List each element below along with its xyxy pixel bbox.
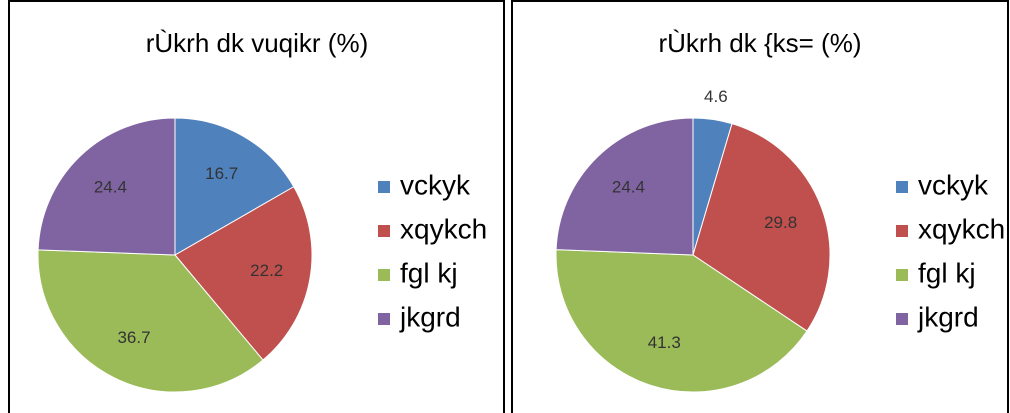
pie-slice [174, 186, 313, 361]
legend-label: fgl kj [918, 257, 976, 288]
pie-slice [174, 117, 295, 256]
legend-swatch [896, 225, 908, 237]
data-label: 36.7 [117, 328, 150, 347]
data-label: 22.2 [250, 261, 283, 280]
panel-border [8, 0, 505, 413]
pie-slice [692, 123, 831, 332]
data-label: 4.6 [704, 87, 728, 106]
legend-label: xqykch [918, 213, 1005, 244]
legend-swatch [896, 269, 908, 281]
data-label: 24.4 [94, 177, 127, 196]
pie-slice [555, 117, 694, 256]
legend-swatch [378, 225, 390, 237]
pie-slice [555, 249, 808, 393]
data-label: 29.8 [764, 213, 797, 232]
legend-swatch [896, 181, 908, 193]
panel-border [511, 0, 1009, 413]
legend-swatch [378, 269, 390, 281]
data-label: 16.7 [205, 164, 238, 183]
pie-slice [37, 249, 264, 393]
legend-label: vckyk [400, 169, 471, 200]
chart-title: rÙkrh dk {ks= (%) [659, 28, 862, 58]
legend-label: vckyk [918, 169, 989, 200]
legend-label: jkgrd [917, 301, 979, 332]
legend-swatch [378, 181, 390, 193]
chart-title: rÙkrh dk vuqikr (%) [146, 28, 368, 58]
pie-slice [37, 117, 176, 256]
data-label: 24.4 [612, 177, 645, 196]
legend-label: xqykch [400, 213, 487, 244]
legend-label: fgl kj [400, 257, 458, 288]
data-label: 41.3 [648, 333, 681, 352]
legend-swatch [896, 313, 908, 325]
legend-label: jkgrd [399, 301, 461, 332]
legend-swatch [378, 313, 390, 325]
